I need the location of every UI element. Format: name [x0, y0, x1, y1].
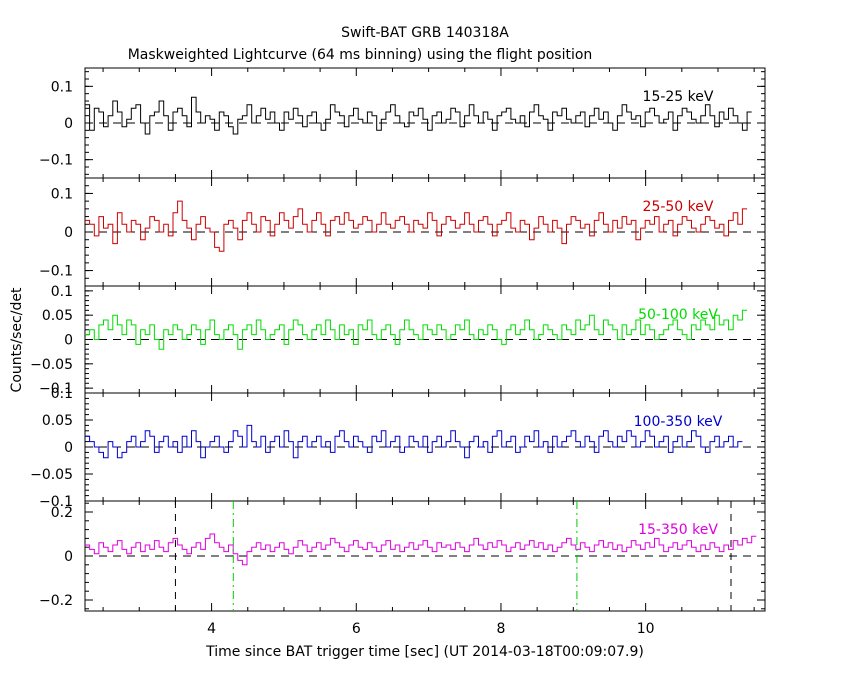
- panel-band-label: 15-350 keV: [638, 522, 718, 538]
- y-tick-label: 0: [64, 549, 73, 565]
- series-line: [85, 309, 748, 350]
- panel-4: 0.2 0 −0.2 15-350 keV: [39, 500, 766, 612]
- y-tick-label: 0.1: [51, 186, 73, 202]
- panel-0: 0.1 0 −0.1 15-25 keV: [39, 67, 766, 179]
- series-line: [85, 533, 757, 566]
- x-tick-label: 6: [352, 621, 361, 637]
- series-line: [85, 424, 743, 459]
- y-tick-label: −0.05: [30, 357, 73, 373]
- y-tick-label: 0.2: [51, 505, 73, 521]
- y-tick-label: −0.1: [39, 264, 73, 280]
- chart-subtitle: Maskweighted Lightcurve (64 ms binning) …: [128, 47, 593, 63]
- y-tick-label: 0.1: [51, 284, 73, 300]
- panel-band-label: 25-50 keV: [643, 199, 714, 215]
- chart-title: Swift-BAT GRB 140318A: [341, 25, 509, 41]
- panel-band-label: 15-25 keV: [643, 89, 714, 105]
- series-line: [85, 200, 748, 252]
- panel-2: 0.1 0.05 0 −0.05 −0.1 50-100 keV: [30, 284, 766, 397]
- x-tick-label: 4: [207, 621, 216, 637]
- panel-1: 0.1 0 −0.1 25-50 keV: [39, 177, 766, 287]
- y-tick-label: −0.1: [39, 494, 73, 510]
- y-axis-label: Counts/sec/det: [9, 287, 25, 392]
- y-tick-label: 0.05: [42, 308, 73, 324]
- panel-3: 0.1 0.05 0 −0.05 −0.1 100-350 keV: [30, 386, 766, 510]
- y-tick-label: 0: [64, 225, 73, 241]
- series-line: [85, 96, 752, 135]
- panels-group: 0.1 0 −0.1 15-25 keV 0.1 0 −0.1 25-50 keV 0.1 0.0…: [30, 67, 766, 637]
- y-tick-label: −0.1: [39, 381, 73, 397]
- y-tick-label: −0.2: [39, 593, 73, 609]
- y-tick-label: 0: [64, 333, 73, 349]
- y-tick-label: −0.1: [39, 153, 73, 169]
- y-tick-label: −0.05: [30, 467, 73, 483]
- y-tick-label: 0.1: [51, 79, 73, 95]
- y-tick-label: 0: [64, 116, 73, 132]
- panel-band-label: 50-100 keV: [638, 307, 718, 323]
- y-tick-label: 0.1: [51, 386, 73, 402]
- x-axis-label: Time since BAT trigger time [sec] (UT 20…: [205, 644, 644, 660]
- panel-band-label: 100-350 keV: [634, 414, 723, 430]
- y-tick-label: 0.05: [42, 413, 73, 429]
- y-tick-label: 0: [64, 440, 73, 456]
- x-tick-label: 8: [496, 621, 505, 637]
- x-tick-label: 10: [637, 621, 655, 637]
